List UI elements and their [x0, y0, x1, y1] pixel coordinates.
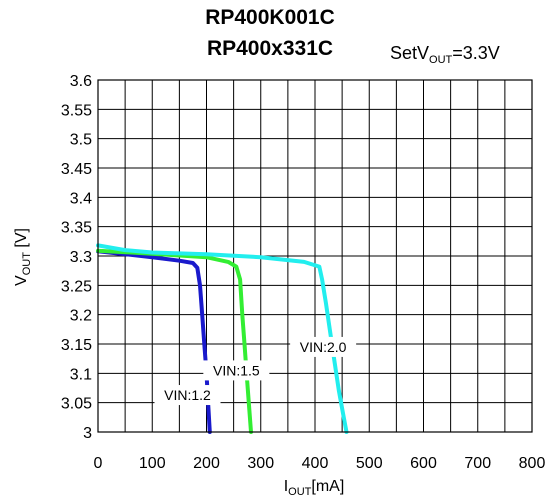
x-tick-label: 600: [410, 455, 437, 472]
y-axis-label-prefix: V: [13, 275, 30, 286]
y-tick-label: 3.35: [61, 220, 92, 237]
y-tick-label: 3.6: [70, 73, 92, 90]
x-axis-label-suffix: [mA]: [311, 478, 344, 495]
x-tick-label: 0: [94, 455, 103, 472]
x-tick-labels: 0 100 200 300 400 500 600 700 800: [94, 455, 546, 472]
series-label-bg-vin-1-2: [154, 385, 221, 406]
y-tick-label: 3.25: [61, 278, 92, 295]
x-tick-label: 200: [193, 455, 220, 472]
x-axis-label-prefix: I: [284, 478, 288, 495]
y-tick-label: 3.05: [61, 396, 92, 413]
x-tick-label: 400: [302, 455, 329, 472]
series-label-vin-2-0: VIN:2.0: [300, 339, 347, 355]
x-tick-label: 100: [139, 455, 166, 472]
chart-title-line-2: RP400x331C: [207, 37, 333, 60]
series-label-vin-1-2: VIN:1.2: [164, 387, 211, 403]
series-label-bg-vin-2-0: [290, 336, 357, 357]
y-tick-labels: 3 3.05 3.1 3.15 3.2 3.25 3.3 3.35 3.4 3.45 3.5 3.55…: [61, 73, 92, 442]
x-axis-label: IOUT[mA]: [284, 478, 345, 498]
series-line-vin-2-0: [96, 243, 349, 434]
set-vout-prefix: SetV: [390, 43, 429, 63]
y-tick-label: 3.3: [70, 249, 92, 266]
plot-frame: [97, 79, 533, 433]
chart-title: RP400K001C RP400x331C: [205, 6, 335, 60]
y-tick-label: 3.55: [61, 102, 92, 119]
y-tick-label: 3.1: [70, 366, 92, 383]
x-tick-label: 700: [464, 455, 491, 472]
y-tick-label: 3.45: [61, 161, 92, 178]
y-axis-label: VOUT [V]: [13, 228, 33, 286]
y-tick-label: 3: [83, 425, 92, 442]
x-tick-label: 500: [356, 455, 383, 472]
set-vout-label: SetVOUT=3.3V: [390, 43, 500, 66]
y-axis-label-sub: OUT: [21, 252, 33, 276]
set-vout-sub: OUT: [429, 54, 453, 66]
y-tick-label: 3.5: [70, 132, 92, 149]
series-label-bg-vin-1-5: [203, 360, 270, 381]
x-axis-label-sub: OUT: [288, 486, 312, 498]
set-vout-suffix: =3.3V: [452, 43, 500, 63]
series-label-vin-1-5: VIN:1.5: [213, 362, 260, 378]
x-tick-label: 800: [519, 455, 546, 472]
y-axis-label-suffix: [V]: [13, 228, 30, 252]
chart-title-line-1: RP400K001C: [205, 6, 335, 29]
y-tick-label: 3.2: [70, 308, 92, 325]
y-tick-label: 3.15: [61, 337, 92, 354]
series-line-vin-1-5: [96, 248, 253, 434]
y-tick-label: 3.4: [70, 190, 92, 207]
x-tick-label: 300: [247, 455, 274, 472]
